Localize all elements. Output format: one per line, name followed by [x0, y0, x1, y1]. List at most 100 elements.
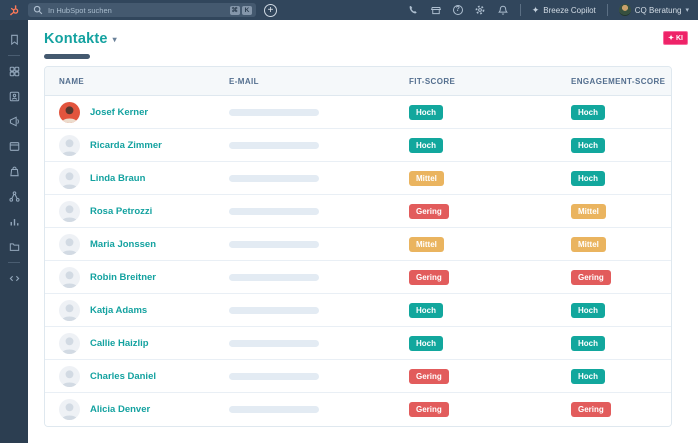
engagement-score-cell: Hoch — [557, 335, 671, 351]
engagement-score-cell: Hoch — [557, 170, 671, 186]
help-icon[interactable]: ? — [452, 5, 463, 15]
fit-score-cell: Gering — [395, 269, 557, 285]
search-icon — [32, 4, 44, 16]
engagement-score-badge: Mittel — [571, 203, 606, 219]
column-header-fit-score[interactable]: FIT-SCORE — [409, 76, 456, 86]
contact-name-link[interactable]: Linda Braun — [90, 172, 146, 184]
contact-name-link[interactable]: Robin Breitner — [90, 271, 156, 283]
global-search[interactable]: ⌘ K — [28, 3, 256, 17]
engagement-score-cell: Hoch — [557, 302, 671, 318]
phone-icon[interactable] — [407, 4, 419, 16]
email-cell — [215, 372, 395, 380]
fit-score-badge: Mittel — [409, 170, 444, 186]
sidebar-divider — [8, 262, 20, 263]
engagement-score-cell: Mittel — [557, 203, 671, 219]
sidebar-item-commerce[interactable] — [0, 159, 28, 184]
table-row: Alicia Denver Gering Gering — [45, 393, 671, 426]
engagement-score-cell: Mittel — [557, 236, 671, 252]
email-cell — [215, 240, 395, 248]
megaphone-icon — [9, 116, 19, 127]
page-title-label: Kontakte — [44, 31, 108, 47]
ai-badge[interactable]: ✦ KI — [663, 31, 688, 45]
engagement-score-badge: Hoch — [571, 104, 605, 120]
shopping-bag-icon — [9, 166, 19, 177]
sidebar-item-crm[interactable] — [0, 84, 28, 109]
account-name-label: CQ Beratung — [634, 5, 682, 15]
sparkle-icon: ✦ — [668, 35, 674, 42]
engagement-score-badge: Hoch — [571, 368, 605, 384]
fit-score-cell: Mittel — [395, 170, 557, 186]
breeze-copilot-label: Breeze Copilot — [543, 5, 596, 15]
account-menu[interactable]: CQ Beratung ▾ — [618, 4, 689, 16]
table-row: Robin Breitner Gering Gering — [45, 261, 671, 294]
sidebar-item-workspaces[interactable] — [0, 59, 28, 84]
contact-name-link[interactable]: Maria Jonssen — [90, 238, 156, 250]
column-header-engagement-score[interactable]: ENGAGEMENT-SCORE — [571, 76, 666, 86]
column-header-name[interactable]: NAME — [59, 76, 85, 86]
name-cell: Katja Adams — [45, 299, 215, 321]
name-cell: Josef Kerner — [45, 101, 215, 123]
contact-name-link[interactable]: Callie Haizlip — [90, 337, 149, 349]
sidebar-divider — [8, 55, 20, 56]
avatar — [59, 233, 80, 255]
fit-score-cell: Hoch — [395, 104, 557, 120]
engagement-score-cell: Gering — [557, 269, 671, 285]
email-cell — [215, 306, 395, 314]
page-title[interactable]: Kontakte ▾ — [44, 31, 117, 47]
avatar — [59, 167, 80, 189]
settings-icon[interactable] — [474, 4, 486, 16]
engagement-score-badge: Hoch — [571, 335, 605, 351]
sparkle-icon: ✦ — [531, 4, 540, 15]
top-navigation-bar: ⌘ K + ? ✦ — [0, 0, 698, 20]
table-body: Josef Kerner Hoch Hoch Ricarda Zimmer Ho… — [45, 96, 671, 426]
email-cell — [215, 174, 395, 182]
email-skeleton-bar — [229, 406, 319, 413]
notifications-icon[interactable] — [497, 4, 509, 16]
sidebar-item-reporting[interactable] — [0, 209, 28, 234]
name-cell: Robin Breitner — [45, 266, 215, 288]
table-row: Maria Jonssen Mittel Mittel — [45, 228, 671, 261]
fit-score-badge: Gering — [409, 368, 449, 384]
table-row: Ricarda Zimmer Hoch Hoch — [45, 129, 671, 162]
table-row: Linda Braun Mittel Hoch — [45, 162, 671, 195]
engagement-score-badge: Hoch — [571, 170, 605, 186]
engagement-score-badge: Hoch — [571, 137, 605, 153]
contact-name-link[interactable]: Rosa Petrozzi — [90, 205, 153, 217]
fit-score-badge: Gering — [409, 402, 449, 417]
email-cell — [215, 141, 395, 149]
contact-name-link[interactable]: Alicia Denver — [90, 404, 151, 415]
chevron-down-icon: ▾ — [112, 34, 117, 44]
table-header-row: NAME E-MAIL FIT-SCORE ENGAGEMENT-SCORE — [45, 67, 671, 96]
create-button[interactable]: + — [264, 3, 277, 17]
avatar — [59, 101, 80, 123]
engagement-score-badge: Gering — [571, 269, 611, 285]
sidebar-item-bookmarks[interactable] — [0, 27, 28, 52]
avatar — [59, 299, 80, 321]
fit-score-cell: Hoch — [395, 302, 557, 318]
contact-name-link[interactable]: Josef Kerner — [90, 106, 149, 118]
contact-name-link[interactable]: Ricarda Zimmer — [90, 139, 162, 151]
name-cell: Rosa Petrozzi — [45, 200, 215, 222]
contact-name-link[interactable]: Charles Daniel — [90, 370, 156, 382]
hubspot-logo-icon[interactable] — [0, 4, 28, 17]
left-navigation-sidebar — [0, 20, 28, 443]
avatar — [59, 399, 80, 420]
sidebar-item-content[interactable] — [0, 134, 28, 159]
breeze-copilot-button[interactable]: ✦ Breeze Copilot — [532, 5, 596, 16]
table-row: Charles Daniel Gering Hoch — [45, 360, 671, 393]
contact-name-link[interactable]: Katja Adams — [90, 304, 148, 316]
expand-arrows-icon — [9, 275, 19, 282]
fit-score-badge: Hoch — [409, 302, 443, 318]
fit-score-cell: Hoch — [395, 137, 557, 153]
sidebar-item-automations[interactable] — [0, 184, 28, 209]
workflow-icon — [8, 191, 20, 202]
avatar — [59, 200, 80, 222]
column-header-email[interactable]: E-MAIL — [229, 76, 259, 86]
sidebar-item-marketing[interactable] — [0, 109, 28, 134]
engagement-score-cell: Hoch — [557, 137, 671, 153]
sidebar-item-libraries[interactable] — [0, 234, 28, 259]
fit-score-cell: Hoch — [395, 335, 557, 351]
search-input[interactable] — [48, 5, 226, 15]
sidebar-collapse-toggle[interactable] — [0, 266, 28, 291]
marketplace-icon[interactable] — [430, 4, 442, 16]
